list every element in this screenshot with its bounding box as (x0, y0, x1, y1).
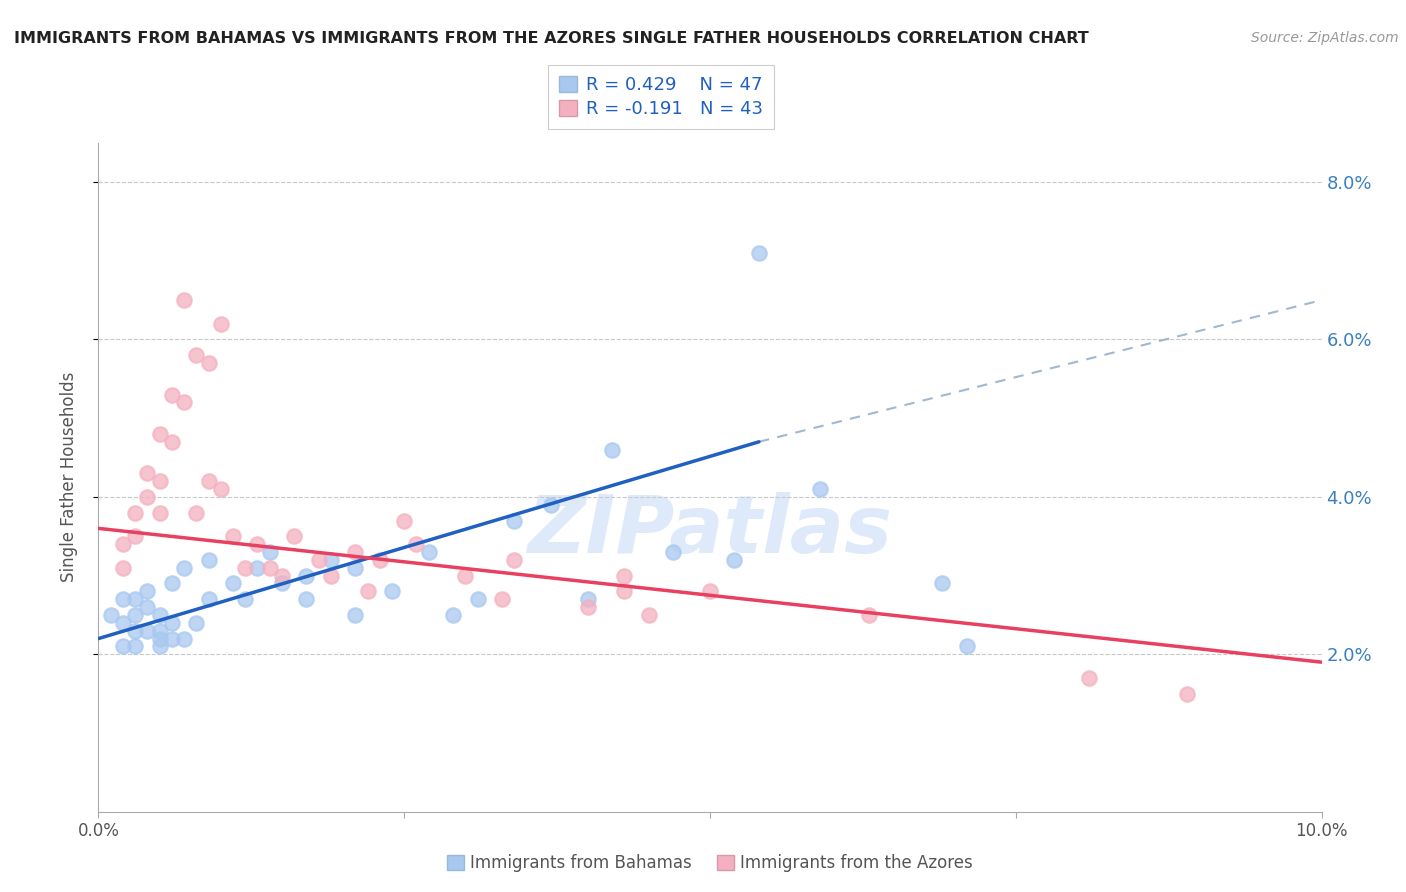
Point (149, 506, 172, 520)
Point (209, 482, 232, 496)
Point (246, 537, 269, 551)
Point (491, 592, 513, 607)
Point (186, 506, 208, 520)
Point (209, 317, 232, 331)
Point (136, 490, 159, 504)
Point (149, 474, 172, 488)
Point (467, 592, 489, 607)
Point (356, 584, 378, 599)
Point (662, 545, 685, 559)
Point (600, 442, 623, 457)
Point (149, 640, 172, 654)
Point (124, 506, 146, 520)
Point (295, 568, 318, 582)
Point (186, 615, 208, 630)
Point (111, 615, 134, 630)
Point (503, 553, 526, 567)
Point (613, 584, 636, 599)
Point (233, 592, 256, 607)
Point (111, 560, 134, 574)
Point (124, 624, 146, 638)
Point (124, 607, 146, 622)
Point (344, 545, 367, 559)
Point (308, 553, 330, 567)
Point (149, 426, 172, 441)
Point (233, 560, 256, 574)
Point (931, 576, 953, 591)
Point (149, 632, 172, 646)
Point (197, 474, 219, 488)
Point (173, 293, 195, 307)
Point (858, 607, 880, 622)
Point (100, 607, 122, 622)
Point (246, 560, 269, 574)
Point (441, 607, 464, 622)
Point (186, 348, 208, 362)
Point (197, 553, 219, 567)
Point (197, 592, 219, 607)
Point (222, 529, 245, 543)
Point (503, 514, 526, 528)
Point (149, 624, 172, 638)
Point (173, 395, 195, 409)
Point (576, 600, 599, 615)
Point (197, 356, 219, 370)
Point (160, 615, 183, 630)
Point (405, 537, 427, 551)
Point (111, 537, 134, 551)
Point (1078, 671, 1101, 685)
Point (124, 640, 146, 654)
Point (173, 560, 195, 574)
Point (319, 568, 342, 582)
Point (270, 576, 292, 591)
Point (136, 624, 159, 638)
Point (111, 640, 134, 654)
Point (295, 592, 318, 607)
Point (613, 568, 636, 582)
Point (124, 529, 146, 543)
Text: IMMIGRANTS FROM BAHAMAS VS IMMIGRANTS FROM THE AZORES SINGLE FATHER HOUSEHOLDS C: IMMIGRANTS FROM BAHAMAS VS IMMIGRANTS FR… (14, 31, 1088, 46)
Point (637, 607, 661, 622)
Point (808, 482, 831, 496)
Point (136, 584, 159, 599)
Point (136, 600, 159, 615)
Point (699, 584, 721, 599)
Point (454, 568, 477, 582)
Point (160, 434, 183, 449)
Point (418, 545, 440, 559)
Text: ZIPatlas: ZIPatlas (527, 491, 893, 570)
Point (319, 553, 342, 567)
Point (111, 592, 134, 607)
Point (748, 246, 770, 260)
Point (723, 553, 745, 567)
Point (136, 467, 159, 481)
Point (222, 576, 245, 591)
Point (160, 576, 183, 591)
Point (576, 592, 599, 607)
Point (149, 607, 172, 622)
Point (270, 568, 292, 582)
Point (173, 632, 195, 646)
Point (540, 498, 562, 512)
Point (956, 640, 979, 654)
Point (160, 632, 183, 646)
Point (259, 560, 281, 574)
Point (160, 387, 183, 401)
Text: Source: ZipAtlas.com: Source: ZipAtlas.com (1251, 31, 1399, 45)
Point (344, 607, 367, 622)
Legend: Immigrants from Bahamas, Immigrants from the Azores: Immigrants from Bahamas, Immigrants from… (439, 846, 981, 880)
Point (124, 592, 146, 607)
Point (344, 560, 367, 574)
Point (368, 553, 391, 567)
Point (283, 529, 305, 543)
Point (392, 514, 416, 528)
Point (259, 545, 281, 559)
Point (1175, 687, 1198, 701)
Point (381, 584, 404, 599)
Y-axis label: Single Father Households: Single Father Households (59, 372, 77, 582)
